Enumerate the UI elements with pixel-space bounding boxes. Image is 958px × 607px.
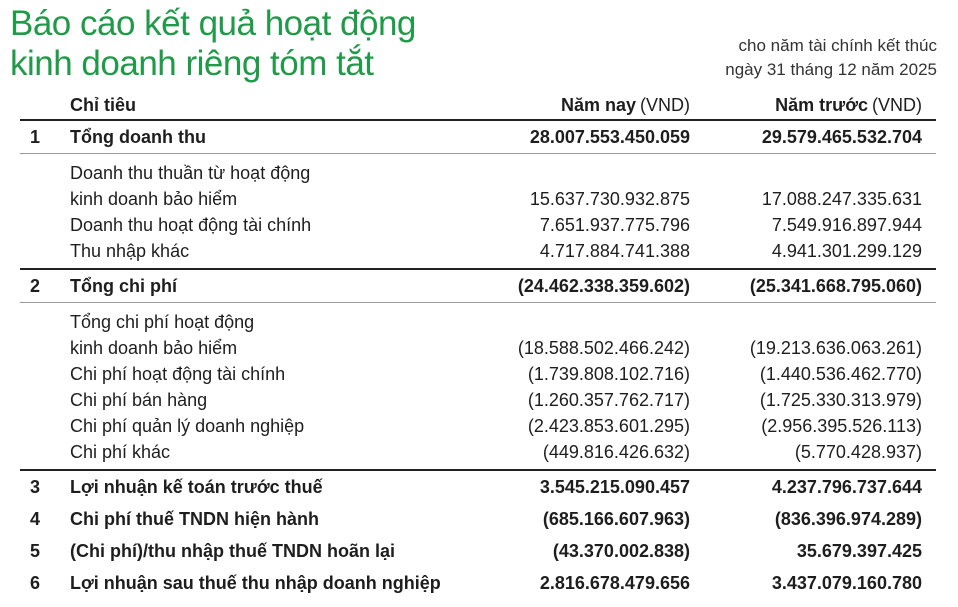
- row-label: Lợi nhuận kế toán trước thuế: [70, 477, 480, 498]
- value-current: (2.423.853.601.295): [527, 416, 690, 436]
- label-line: Tổng doanh thu: [70, 126, 206, 147]
- header-cell: Năm nay (VND): [480, 95, 690, 116]
- row-label: Lợi nhuận sau thuế thu nhập doanh nghiệp: [70, 573, 480, 594]
- value-prior: 4.941.301.299.129: [771, 241, 922, 261]
- label-line: (Chi phí)/thu nhập thuế TNDN hoãn lại: [70, 540, 395, 561]
- row-label: (Chi phí)/thu nhập thuế TNDN hoãn lại: [70, 541, 480, 562]
- row-label: Chi phí hoạt động tài chính: [70, 361, 480, 387]
- row-label: Doanh thu thuần từ hoạt động kinh doanh b…: [70, 160, 480, 212]
- value-current: (24.462.338.359.602): [517, 275, 690, 296]
- value-prior: (2.956.395.526.113): [761, 416, 922, 436]
- value-current: 15.637.730.932.875: [529, 189, 690, 209]
- row-number: 1: [30, 126, 41, 147]
- label-line: Tổng chi phí: [70, 275, 177, 296]
- detail-row: Chi phí hoạt động tài chính (1.739.808.10…: [20, 361, 936, 387]
- row-label: Tổng chi phí: [70, 276, 480, 297]
- label-line: kinh doanh bảo hiểm: [70, 338, 238, 358]
- value-current: (449.816.426.632): [542, 442, 690, 462]
- value-current: 28.007.553.450.059: [529, 126, 690, 147]
- label-line: Doanh thu thuần từ hoạt động: [70, 163, 311, 183]
- value-current: (1.260.357.762.717): [527, 390, 690, 410]
- row-number: 4: [30, 508, 41, 529]
- row-label: Chi phí thuế TNDN hiện hành: [70, 509, 480, 530]
- value-prior: 7.549.916.897.944: [771, 215, 922, 235]
- title-line: Báo cáo kết quả hoạt động: [10, 4, 416, 43]
- label-line: Lợi nhuận sau thuế thu nhập doanh nghiệp: [70, 572, 441, 593]
- value-prior: (19.213.636.063.261): [749, 338, 922, 358]
- row-label: Chi phí khác: [70, 439, 480, 465]
- label-line: Chi phí quản lý doanh nghiệp: [70, 416, 305, 436]
- detail-row: Doanh thu thuần từ hoạt động kinh doanh b…: [20, 160, 936, 212]
- value-prior: (25.341.668.795.060): [749, 275, 922, 296]
- header-label: Năm nay: [560, 94, 636, 115]
- summary-row: 4 Chi phí thuế TNDN hiện hành (685.166.607…: [20, 503, 936, 535]
- table: Chỉ tiêu Năm nay (VND) Năm trước (VND) 1 Tổ…: [20, 91, 936, 599]
- value-current: 3.545.215.090.457: [539, 476, 690, 497]
- detail-row: Chi phí bán hàng (1.260.357.762.717) (1.72…: [20, 387, 936, 413]
- value-current: (1.739.808.102.716): [527, 364, 690, 384]
- value-prior: 3.437.079.160.780: [771, 572, 922, 593]
- row-number: 2: [30, 275, 41, 296]
- value-current: 2.816.678.479.656: [539, 572, 690, 593]
- header-label: Năm trước: [775, 94, 868, 115]
- detail-row: Chi phí quản lý doanh nghiệp (2.423.853.6…: [20, 413, 936, 439]
- detail-row: Chi phí khác (449.816.426.632) (5.770.428.…: [20, 439, 936, 465]
- value-prior: 29.579.465.532.704: [761, 126, 922, 147]
- period-line: ngày 31 tháng 12 năm 2025: [725, 60, 937, 79]
- detail-row: Thu nhập khác 4.717.884.741.388 4.941.301.…: [20, 238, 936, 264]
- label-line: Tổng chi phí hoạt động: [70, 312, 255, 332]
- detail-row: Doanh thu hoạt động tài chính 7.651.937.7…: [20, 212, 936, 238]
- row-label: Tổng doanh thu: [70, 127, 480, 148]
- header-unit: (VND): [872, 94, 922, 115]
- summary-row: 6 Lợi nhuận sau thuế thu nhập doanh nghiệ…: [20, 567, 936, 599]
- value-prior: (5.770.428.937): [794, 442, 922, 462]
- period: cho năm tài chính kết thúc ngày 31 tháng…: [725, 34, 937, 82]
- label-line: Lợi nhuận kế toán trước thuế: [70, 476, 323, 497]
- title: Báo cáo kết quả hoạt động kinh doanh riê…: [10, 4, 416, 84]
- value-prior: 4.237.796.737.644: [771, 476, 922, 497]
- value-current: (685.166.607.963): [542, 508, 690, 529]
- value-prior: 17.088.247.335.631: [761, 189, 922, 209]
- row-label: Chi phí quản lý doanh nghiệp: [70, 413, 480, 439]
- detail-row: Tổng chi phí hoạt động kinh doanh bảo hiể…: [20, 309, 936, 361]
- summary-row: 1 Tổng doanh thu 28.007.553.450.059 29.579.…: [20, 121, 936, 154]
- value-prior: (836.396.974.289): [774, 508, 922, 529]
- label-line: Chi phí khác: [70, 442, 171, 462]
- period-line: cho năm tài chính kết thúc: [738, 36, 937, 55]
- value-prior: 35.679.397.425: [796, 540, 922, 561]
- summary-row: 2 Tổng chi phí (24.462.338.359.602) (25.341…: [20, 270, 936, 303]
- label-line: Chi phí hoạt động tài chính: [70, 364, 286, 384]
- title-line: kinh doanh riêng tóm tắt: [10, 44, 374, 83]
- label-line: Chi phí bán hàng: [70, 390, 208, 410]
- value-prior: (1.440.536.462.770): [759, 364, 922, 384]
- summary-row: 5 (Chi phí)/thu nhập thuế TNDN hoãn lại (4…: [20, 535, 936, 567]
- header-cell: Năm trước (VND): [690, 95, 922, 116]
- value-current: (18.588.502.466.242): [517, 338, 690, 358]
- row-number: 6: [30, 572, 41, 593]
- row-label: Tổng chi phí hoạt động kinh doanh bảo hiể…: [70, 309, 480, 361]
- value-current: 7.651.937.775.796: [539, 215, 690, 235]
- row-number: 5: [30, 540, 41, 561]
- row-label: Thu nhập khác: [70, 238, 480, 264]
- detail-group: Doanh thu thuần từ hoạt động kinh doanh b…: [20, 154, 936, 270]
- header-row: Chỉ tiêu Năm nay (VND) Năm trước (VND): [20, 91, 936, 121]
- label-line: Chi phí thuế TNDN hiện hành: [70, 508, 319, 529]
- row-label: Doanh thu hoạt động tài chính: [70, 212, 480, 238]
- label-line: Doanh thu hoạt động tài chính: [70, 215, 312, 235]
- value-current: (43.370.002.838): [552, 540, 690, 561]
- label-line: kinh doanh bảo hiểm: [70, 189, 238, 209]
- header-unit: (VND): [640, 94, 690, 115]
- row-label: Chi phí bán hàng: [70, 387, 480, 413]
- header-cell: Chỉ tiêu: [70, 94, 136, 115]
- summary-row: 3 Lợi nhuận kế toán trước thuế 3.545.215.0…: [20, 471, 936, 503]
- value-current: 4.717.884.741.388: [539, 241, 690, 261]
- label-line: Thu nhập khác: [70, 241, 190, 261]
- detail-group: Tổng chi phí hoạt động kinh doanh bảo hiể…: [20, 303, 936, 471]
- value-prior: (1.725.330.313.979): [759, 390, 922, 410]
- row-number: 3: [30, 476, 41, 497]
